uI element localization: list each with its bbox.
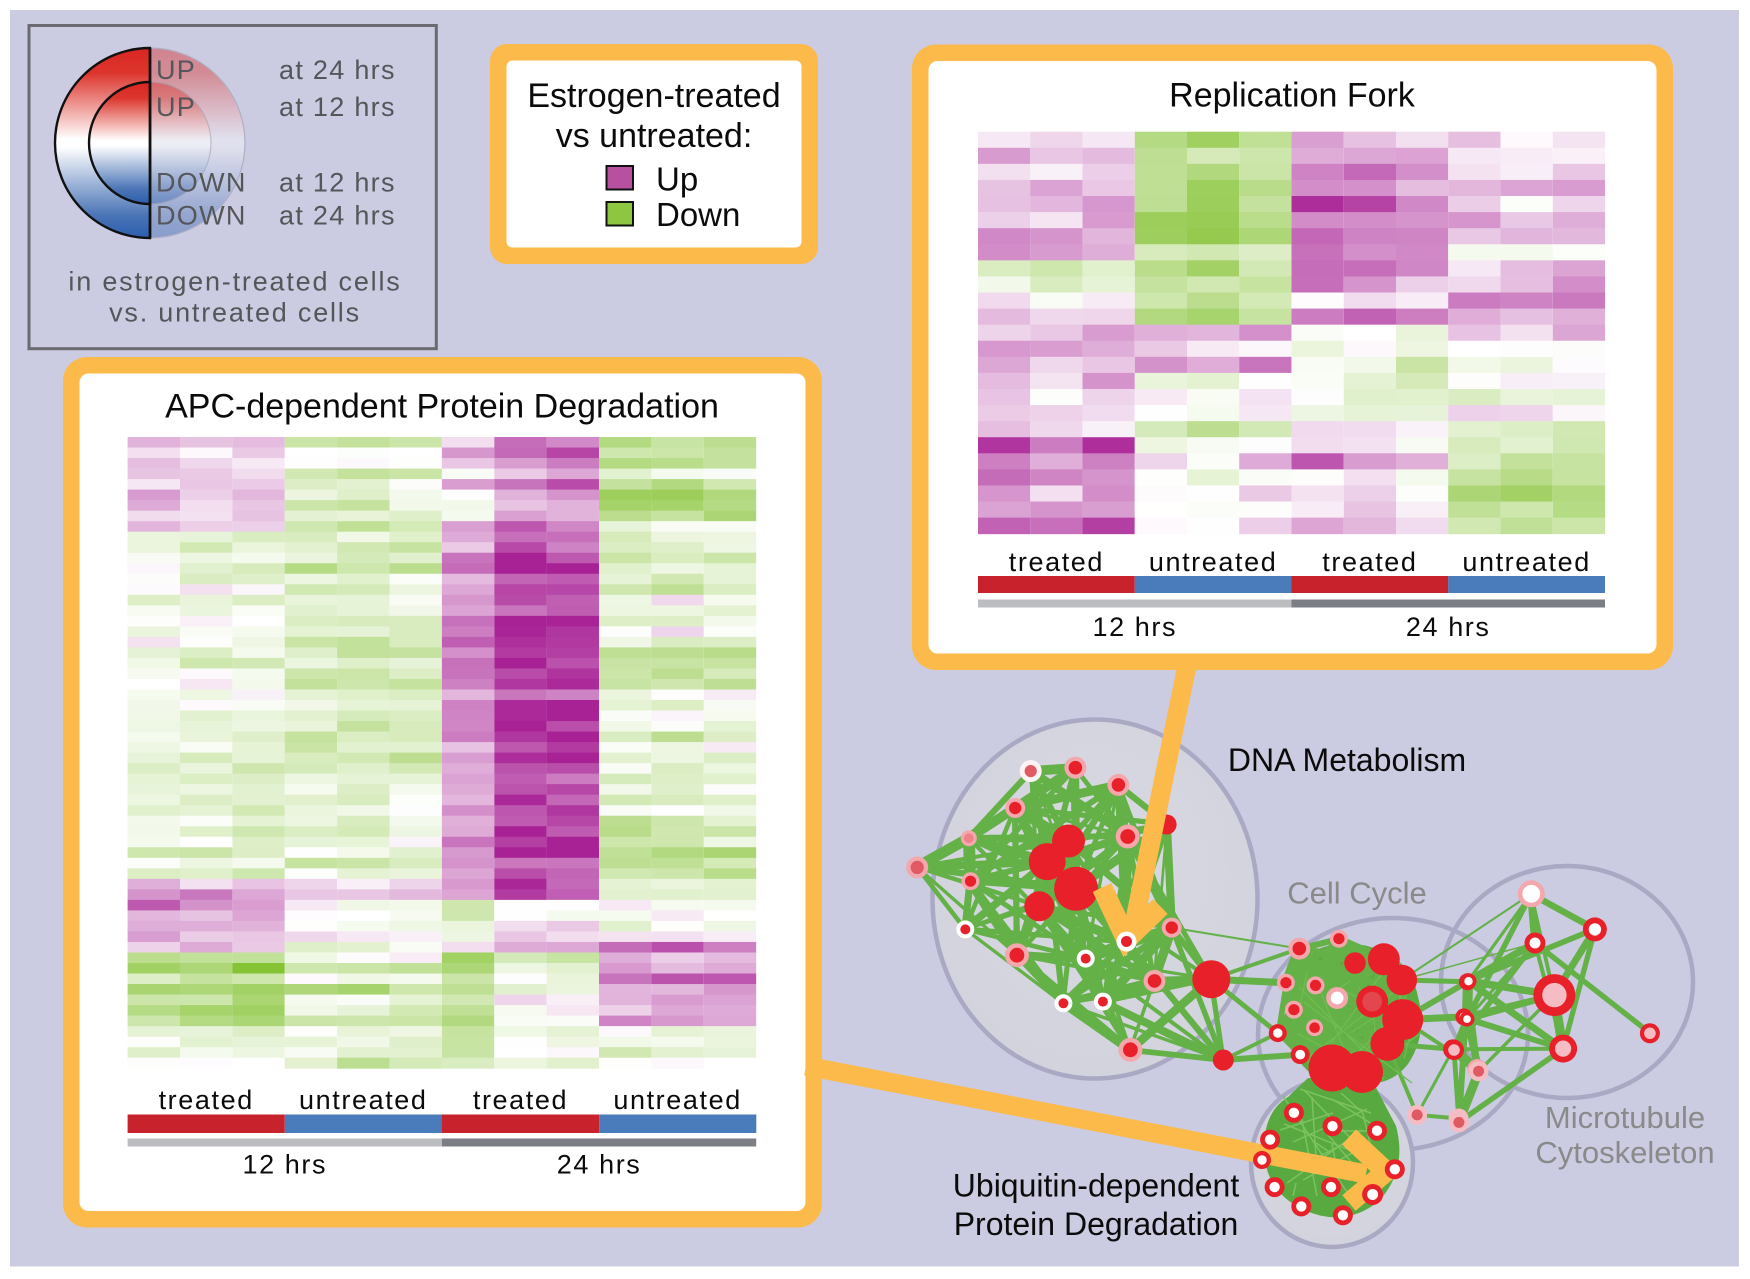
svg-text:DNA Metabolism: DNA Metabolism	[1228, 742, 1466, 778]
svg-text:vs. untreated cells: vs. untreated cells	[109, 298, 361, 328]
svg-text:treated: treated	[1322, 547, 1417, 577]
svg-text:untreated: untreated	[299, 1085, 428, 1115]
svg-text:UP: UP	[156, 55, 196, 85]
svg-text:at 12 hrs: at 12 hrs	[279, 92, 396, 122]
svg-text:Cytoskeleton: Cytoskeleton	[1535, 1135, 1714, 1170]
svg-text:treated: treated	[1009, 547, 1104, 577]
svg-text:Microtubule: Microtubule	[1545, 1100, 1705, 1135]
svg-text:DOWN: DOWN	[156, 167, 247, 197]
svg-text:24 hrs: 24 hrs	[557, 1150, 642, 1180]
svg-text:untreated: untreated	[1149, 547, 1278, 577]
svg-text:Replication Fork: Replication Fork	[1169, 77, 1416, 115]
svg-text:UP: UP	[156, 92, 196, 122]
svg-text:12 hrs: 12 hrs	[1092, 612, 1177, 642]
svg-text:12 hrs: 12 hrs	[242, 1150, 327, 1180]
svg-text:untreated: untreated	[613, 1085, 742, 1115]
svg-text:APC-dependent Protein Degradat: APC-dependent Protein Degradation	[165, 388, 719, 426]
svg-text:at 24 hrs: at 24 hrs	[279, 201, 396, 231]
svg-text:Cell Cycle: Cell Cycle	[1287, 876, 1427, 911]
svg-text:at 12 hrs: at 12 hrs	[279, 167, 396, 197]
svg-text:treated: treated	[159, 1085, 254, 1115]
svg-text:Down: Down	[656, 196, 740, 233]
svg-text:DOWN: DOWN	[156, 201, 247, 231]
svg-text:Protein Degradation: Protein Degradation	[954, 1206, 1239, 1242]
svg-text:in estrogen-treated cells: in estrogen-treated cells	[68, 267, 401, 297]
svg-text:Estrogen-treated: Estrogen-treated	[527, 77, 780, 115]
svg-text:treated: treated	[473, 1085, 568, 1115]
svg-text:Ubiquitin-dependent: Ubiquitin-dependent	[953, 1168, 1240, 1204]
svg-text:untreated: untreated	[1462, 547, 1591, 577]
svg-text:at 24 hrs: at 24 hrs	[279, 55, 396, 85]
svg-text:24 hrs: 24 hrs	[1406, 612, 1491, 642]
svg-text:Up: Up	[656, 161, 698, 198]
svg-text:vs untreated:: vs untreated:	[556, 117, 753, 155]
